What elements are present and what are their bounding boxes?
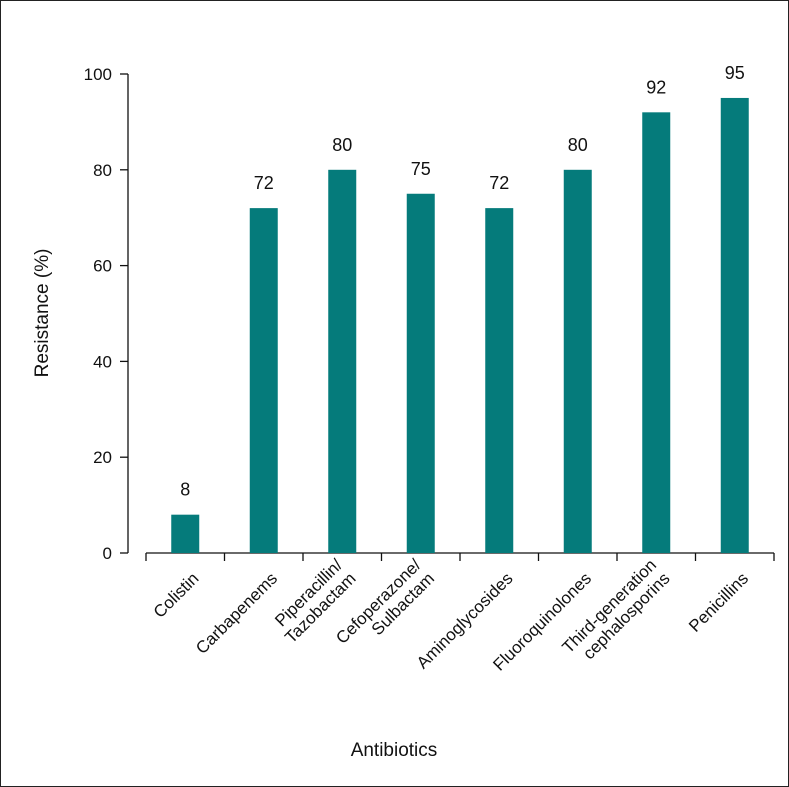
bar-value-label: 80 <box>332 135 352 155</box>
bar-value-label: 72 <box>489 173 509 193</box>
x-axis <box>145 552 775 561</box>
category-label-line: Colistin <box>150 569 203 622</box>
bar <box>406 193 435 553</box>
bar-value-label: 95 <box>725 63 745 83</box>
category-label-line: Carbapenems <box>192 569 281 658</box>
category-label: Penicillins <box>685 569 752 636</box>
y-tick-label: 100 <box>84 65 112 84</box>
y-tick-label: 20 <box>93 448 112 467</box>
y-axis-title: Resistance (%) <box>32 249 53 378</box>
category-label: Carbapenems <box>192 569 281 658</box>
x-axis-title: Antibiotics <box>351 740 438 761</box>
category-labels: ColistinCarbapenemsPiperacillin/Tazobact… <box>150 555 752 674</box>
bar <box>642 112 671 553</box>
bar-value-label: 92 <box>646 77 666 97</box>
category-label-line: Penicillins <box>685 569 752 636</box>
bar <box>720 97 749 553</box>
y-tick-label: 60 <box>93 257 112 276</box>
bar-value-label: 75 <box>411 159 431 179</box>
bar <box>563 169 592 554</box>
category-label: Colistin <box>150 569 203 622</box>
bar-value-label: 72 <box>254 173 274 193</box>
bar <box>328 169 357 554</box>
y-tick-label: 0 <box>103 544 112 563</box>
bar-value-label: 8 <box>180 480 190 500</box>
bar <box>249 208 278 553</box>
value-labels: 8 72 80 75 72 80 92 95 <box>180 63 745 500</box>
bar-value-label: 80 <box>568 135 588 155</box>
y-tick-label: 80 <box>93 161 112 180</box>
y-tick-label: 40 <box>93 352 112 371</box>
bars <box>171 97 749 554</box>
bar <box>171 514 200 553</box>
bar <box>485 208 514 553</box>
y-axis: 0 20 40 60 80 100 <box>84 65 129 563</box>
